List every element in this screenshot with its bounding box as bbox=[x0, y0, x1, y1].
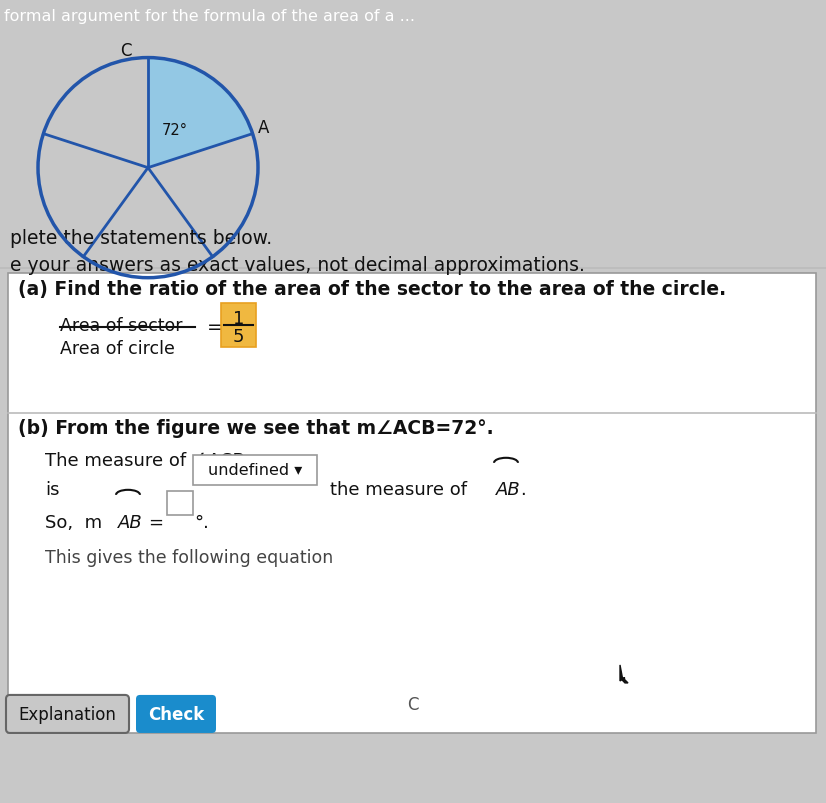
FancyBboxPatch shape bbox=[167, 491, 193, 516]
Text: Check: Check bbox=[148, 705, 204, 723]
Polygon shape bbox=[620, 665, 628, 683]
Text: Area of sector: Area of sector bbox=[60, 316, 183, 334]
Text: A: A bbox=[258, 119, 269, 137]
Text: Explanation: Explanation bbox=[18, 705, 116, 723]
Text: AB: AB bbox=[118, 513, 143, 531]
FancyBboxPatch shape bbox=[8, 273, 816, 733]
Text: .: . bbox=[520, 480, 526, 498]
Text: (b) From the figure we see that m∠ACB=72°.: (b) From the figure we see that m∠ACB=72… bbox=[18, 418, 494, 437]
Text: C: C bbox=[121, 42, 132, 59]
Text: 1: 1 bbox=[233, 309, 244, 328]
Text: So,  m: So, m bbox=[45, 513, 102, 531]
Text: This gives the following equation: This gives the following equation bbox=[45, 548, 333, 566]
Text: plete the statements below.: plete the statements below. bbox=[10, 228, 272, 247]
Text: =: = bbox=[148, 513, 163, 531]
FancyBboxPatch shape bbox=[193, 455, 317, 485]
FancyBboxPatch shape bbox=[136, 695, 216, 733]
Text: =: = bbox=[207, 318, 224, 336]
Text: 5: 5 bbox=[233, 328, 244, 345]
Text: The measure of ∠ACB: The measure of ∠ACB bbox=[45, 451, 244, 469]
Text: is: is bbox=[45, 480, 59, 498]
Text: 72°: 72° bbox=[162, 123, 188, 138]
Text: the measure of: the measure of bbox=[330, 480, 467, 498]
Text: undefined ▾: undefined ▾ bbox=[208, 463, 302, 478]
Text: °.: °. bbox=[194, 513, 209, 531]
Text: C: C bbox=[407, 695, 419, 713]
FancyBboxPatch shape bbox=[6, 695, 129, 733]
Polygon shape bbox=[148, 59, 253, 169]
Text: Area of circle: Area of circle bbox=[60, 340, 175, 357]
FancyBboxPatch shape bbox=[221, 304, 256, 348]
Text: (a) Find the ratio of the area of the sector to the area of the circle.: (a) Find the ratio of the area of the se… bbox=[18, 279, 726, 299]
Text: AB: AB bbox=[496, 480, 520, 498]
Text: formal argument for the formula of the area of a ...: formal argument for the formula of the a… bbox=[4, 10, 415, 24]
Text: e your answers as exact values, not decimal approximations.: e your answers as exact values, not deci… bbox=[10, 255, 585, 275]
